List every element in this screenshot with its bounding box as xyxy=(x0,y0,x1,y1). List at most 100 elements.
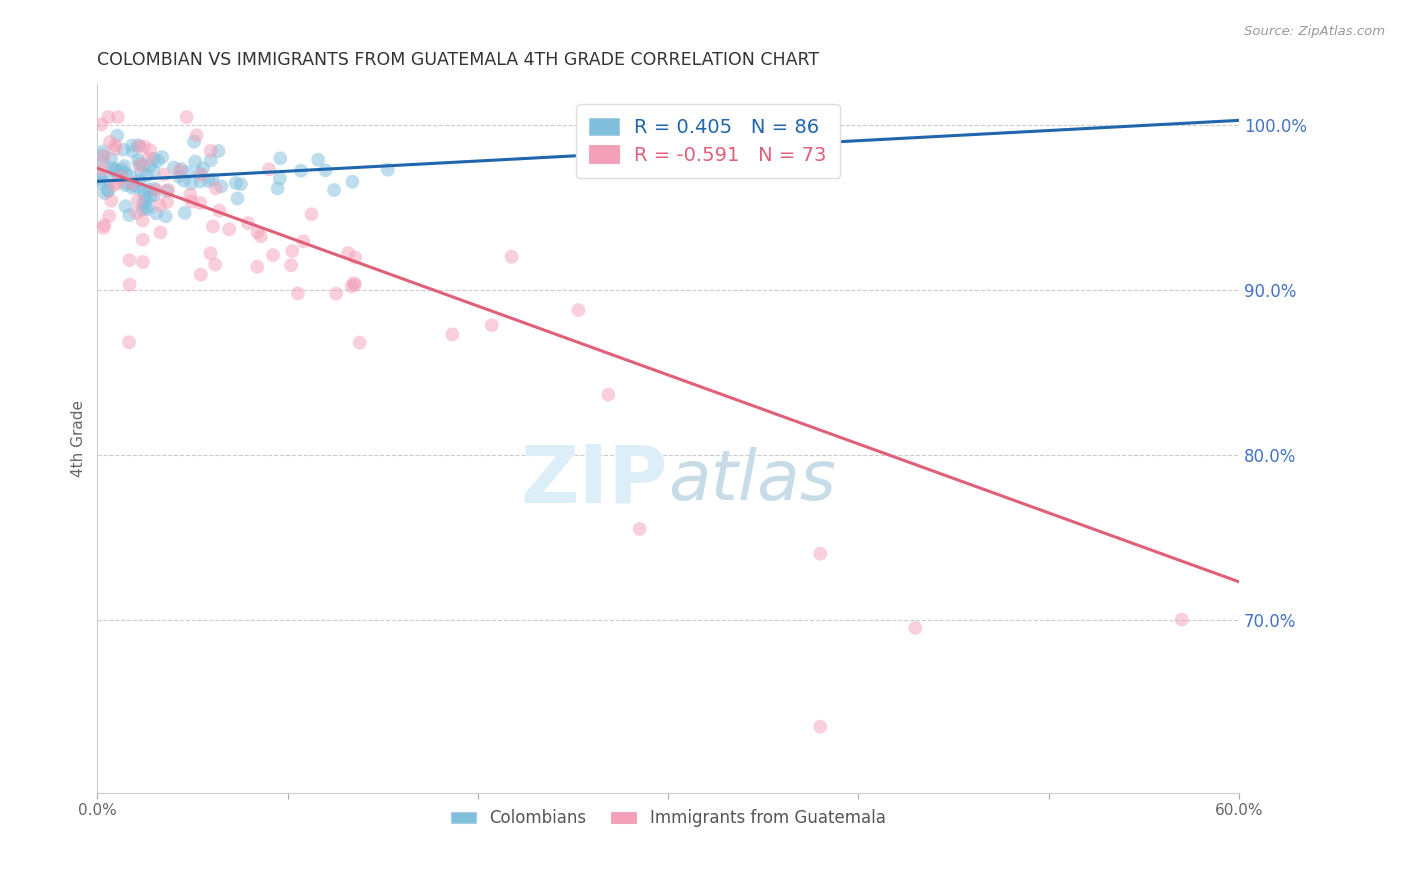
Point xyxy=(132,159,155,173)
Point xyxy=(191,161,214,176)
Point xyxy=(135,194,157,208)
Point xyxy=(114,178,136,193)
Point xyxy=(190,268,212,282)
Point xyxy=(249,229,271,244)
Point xyxy=(142,188,165,202)
Point xyxy=(145,206,167,220)
Point xyxy=(343,277,366,292)
Point xyxy=(186,128,208,143)
Point xyxy=(292,235,315,249)
Point xyxy=(104,163,127,178)
Point xyxy=(128,173,150,187)
Point xyxy=(90,117,112,131)
Point xyxy=(183,135,205,149)
Point xyxy=(118,253,141,268)
Point xyxy=(153,168,176,182)
Point xyxy=(325,286,347,301)
Point xyxy=(200,246,222,260)
Point xyxy=(127,194,149,208)
Point xyxy=(200,153,222,168)
Point xyxy=(340,279,363,293)
Point xyxy=(157,183,180,197)
Point xyxy=(115,167,138,181)
Point xyxy=(1170,613,1192,627)
Point xyxy=(138,152,160,166)
Point xyxy=(142,152,165,166)
Point xyxy=(118,277,141,292)
Point xyxy=(501,250,523,264)
Point xyxy=(262,248,284,262)
Point xyxy=(280,258,302,272)
Point xyxy=(131,202,153,217)
Point xyxy=(118,335,141,350)
Point xyxy=(127,180,149,194)
Point xyxy=(127,153,149,167)
Point xyxy=(904,621,927,635)
Point xyxy=(246,226,269,240)
Point xyxy=(173,173,195,187)
Point xyxy=(188,196,211,211)
Point xyxy=(97,110,120,124)
Point xyxy=(179,187,201,202)
Point xyxy=(98,209,121,223)
Point xyxy=(91,156,114,170)
Text: atlas: atlas xyxy=(668,448,837,515)
Point xyxy=(131,213,153,227)
Point xyxy=(201,219,224,234)
Point xyxy=(105,128,128,143)
Point xyxy=(150,150,173,164)
Point xyxy=(236,216,259,230)
Point xyxy=(132,196,155,211)
Point xyxy=(134,188,156,202)
Point xyxy=(197,174,219,188)
Point xyxy=(139,159,162,173)
Point xyxy=(93,218,115,232)
Point xyxy=(315,163,337,178)
Point xyxy=(170,162,193,177)
Point xyxy=(218,222,240,236)
Point xyxy=(207,144,229,158)
Point xyxy=(225,176,247,190)
Point xyxy=(104,162,127,177)
Point xyxy=(163,161,186,175)
Point xyxy=(155,209,177,223)
Point xyxy=(323,183,346,197)
Point xyxy=(156,184,179,198)
Point xyxy=(184,154,207,169)
Point xyxy=(136,202,159,216)
Point xyxy=(287,286,309,301)
Point xyxy=(125,205,148,219)
Point xyxy=(131,233,153,247)
Point xyxy=(266,181,288,195)
Point xyxy=(139,190,162,204)
Point xyxy=(132,255,155,269)
Point xyxy=(567,303,589,318)
Point xyxy=(97,184,120,198)
Point xyxy=(226,191,249,205)
Point xyxy=(246,260,269,274)
Point xyxy=(118,208,141,222)
Point xyxy=(257,162,280,177)
Point xyxy=(481,318,503,333)
Point xyxy=(104,142,127,156)
Point xyxy=(441,327,464,342)
Point xyxy=(349,335,371,350)
Point xyxy=(190,168,212,182)
Point xyxy=(93,149,115,163)
Point xyxy=(142,181,165,195)
Point xyxy=(98,135,121,149)
Point xyxy=(90,172,112,186)
Point xyxy=(121,181,143,195)
Point xyxy=(135,169,157,183)
Point xyxy=(122,178,145,193)
Point xyxy=(628,522,651,536)
Point xyxy=(91,148,114,162)
Point xyxy=(177,165,200,179)
Point xyxy=(281,244,304,258)
Point xyxy=(127,138,149,153)
Point xyxy=(201,172,224,186)
Point xyxy=(97,173,120,187)
Point xyxy=(342,175,364,189)
Point xyxy=(209,179,232,194)
Point xyxy=(188,166,211,180)
